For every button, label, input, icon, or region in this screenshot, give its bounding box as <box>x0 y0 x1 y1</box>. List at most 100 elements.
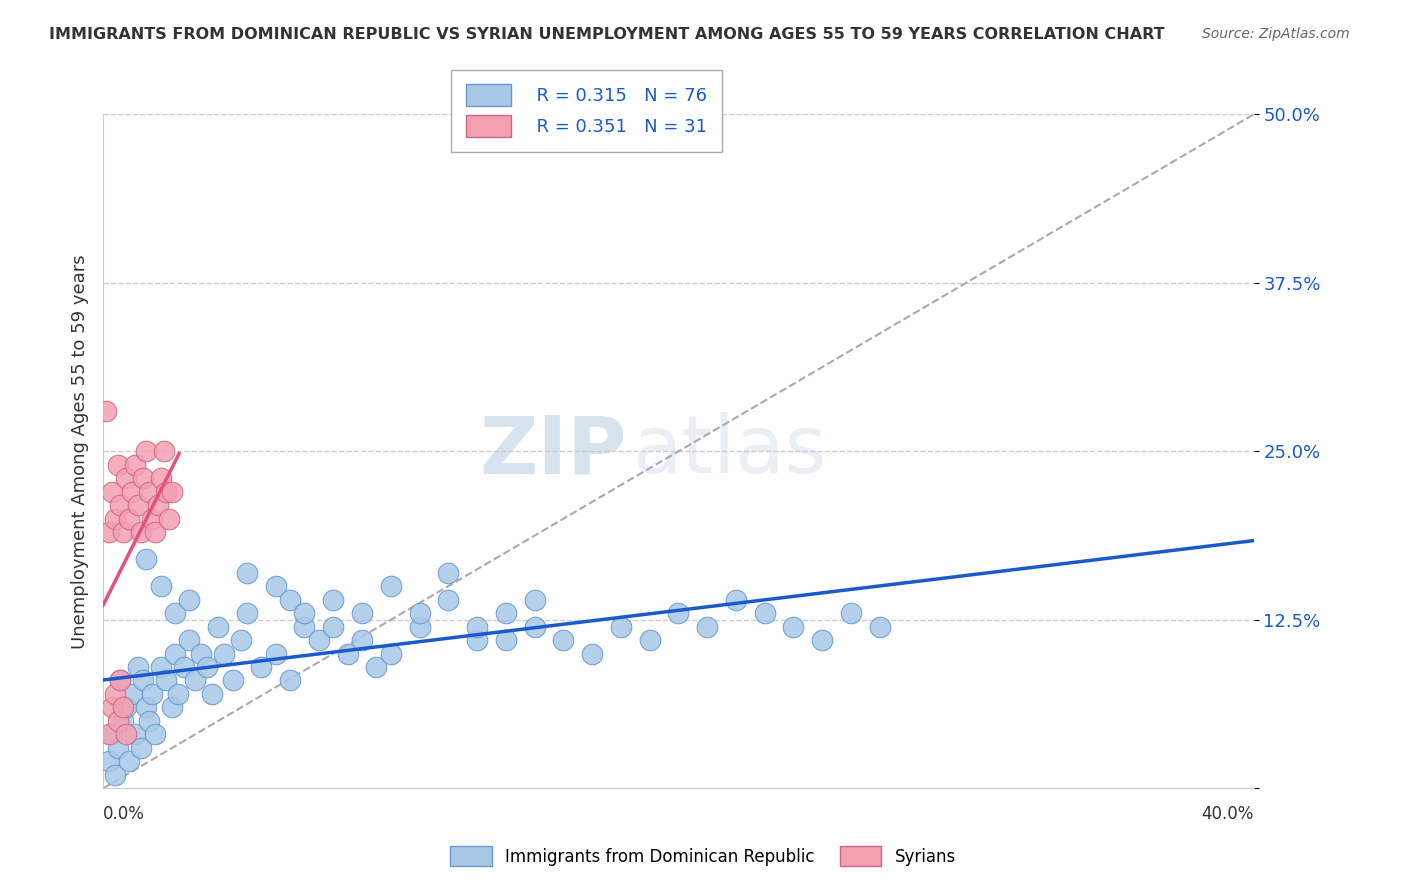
Point <box>149 660 172 674</box>
Point <box>696 619 718 633</box>
Point <box>173 660 195 674</box>
Point <box>207 619 229 633</box>
Point <box>118 512 141 526</box>
Point <box>811 633 834 648</box>
Point <box>112 714 135 728</box>
Point <box>278 592 301 607</box>
Point <box>553 633 575 648</box>
Point <box>350 633 373 648</box>
Point <box>124 458 146 472</box>
Point <box>308 633 330 648</box>
Point <box>221 673 243 688</box>
Text: atlas: atlas <box>633 412 827 491</box>
Point <box>132 673 155 688</box>
Point <box>322 619 344 633</box>
Point <box>104 687 127 701</box>
Point <box>127 660 149 674</box>
Point <box>104 768 127 782</box>
Point <box>638 633 661 648</box>
Point <box>523 592 546 607</box>
Point <box>408 606 430 620</box>
Point <box>129 740 152 755</box>
Point <box>149 471 172 485</box>
Point <box>754 606 776 620</box>
Text: 0.0%: 0.0% <box>103 805 145 823</box>
Point <box>94 404 117 418</box>
Point <box>523 619 546 633</box>
Point <box>231 633 253 648</box>
Point <box>167 687 190 701</box>
Point <box>782 619 804 633</box>
Point <box>155 484 177 499</box>
Point <box>336 647 359 661</box>
Point <box>107 714 129 728</box>
Point <box>152 444 174 458</box>
Point <box>110 673 132 688</box>
Point <box>610 619 633 633</box>
Point <box>264 579 287 593</box>
Point <box>100 727 122 741</box>
Point <box>115 471 138 485</box>
Point <box>366 660 388 674</box>
Point <box>278 673 301 688</box>
Point <box>97 755 120 769</box>
Point <box>121 687 143 701</box>
Point <box>97 525 120 540</box>
Point <box>350 606 373 620</box>
Point <box>163 606 186 620</box>
Point <box>724 592 747 607</box>
Point <box>138 714 160 728</box>
Point <box>132 471 155 485</box>
Point <box>124 727 146 741</box>
Point <box>201 687 224 701</box>
Point <box>495 633 517 648</box>
Point <box>163 647 186 661</box>
Point <box>160 484 183 499</box>
Point <box>195 660 218 674</box>
Point <box>107 458 129 472</box>
Point <box>127 498 149 512</box>
Point <box>129 525 152 540</box>
Text: Source: ZipAtlas.com: Source: ZipAtlas.com <box>1202 27 1350 41</box>
Legend:   R = 0.315   N = 76,   R = 0.351   N = 31: R = 0.315 N = 76, R = 0.351 N = 31 <box>451 70 721 152</box>
Point <box>138 484 160 499</box>
Point <box>112 525 135 540</box>
Point <box>110 673 132 688</box>
Point <box>179 592 201 607</box>
Point <box>294 619 316 633</box>
Point <box>465 619 488 633</box>
Point <box>118 755 141 769</box>
Y-axis label: Unemployment Among Ages 55 to 59 years: Unemployment Among Ages 55 to 59 years <box>72 254 89 648</box>
Point <box>100 700 122 714</box>
Point <box>190 647 212 661</box>
Text: ZIP: ZIP <box>479 412 627 491</box>
Point <box>408 619 430 633</box>
Point <box>179 633 201 648</box>
Point <box>107 740 129 755</box>
Point <box>437 566 460 580</box>
Point <box>155 673 177 688</box>
Point <box>236 566 259 580</box>
Point <box>112 700 135 714</box>
Point <box>135 444 157 458</box>
Point <box>157 512 180 526</box>
Point <box>236 606 259 620</box>
Point <box>141 687 163 701</box>
Point <box>294 606 316 620</box>
Point <box>135 700 157 714</box>
Point <box>135 552 157 566</box>
Point <box>146 498 169 512</box>
Point <box>581 647 603 661</box>
Point <box>143 525 166 540</box>
Text: 40.0%: 40.0% <box>1201 805 1254 823</box>
Point <box>380 579 402 593</box>
Point <box>110 498 132 512</box>
Point <box>141 512 163 526</box>
Text: IMMIGRANTS FROM DOMINICAN REPUBLIC VS SYRIAN UNEMPLOYMENT AMONG AGES 55 TO 59 YE: IMMIGRANTS FROM DOMINICAN REPUBLIC VS SY… <box>49 27 1164 42</box>
Point <box>184 673 207 688</box>
Point <box>100 484 122 499</box>
Point <box>160 700 183 714</box>
Point <box>149 579 172 593</box>
Point <box>839 606 862 620</box>
Point <box>212 647 235 661</box>
